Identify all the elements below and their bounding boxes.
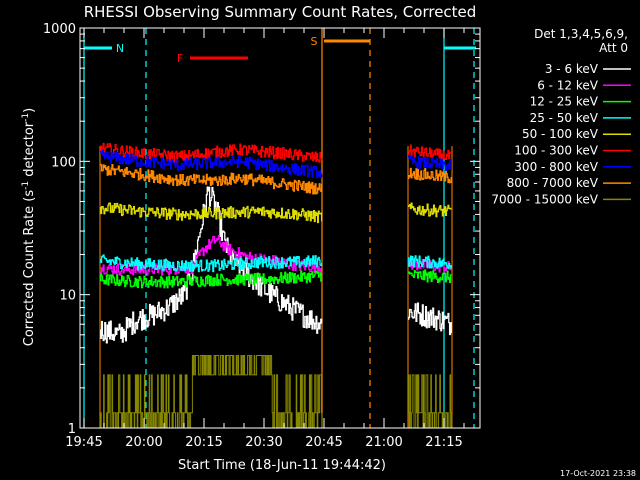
plot-frame — [79, 27, 481, 429]
series-7000-15000-kev-segment-0 — [100, 355, 323, 429]
series-100-300-kev-segment-1 — [408, 144, 452, 163]
flag-n-label: N — [116, 42, 124, 55]
x-tick-label: 20:30 — [245, 435, 282, 450]
flag-s-label: S — [311, 35, 318, 48]
x-tick-label: 21:15 — [425, 435, 462, 450]
legend-label-6-12-kev: 6 - 12 keV — [537, 78, 599, 92]
axes: 1 10 100 1000 19:45 20:00 20:15 20:30 20:45 21:00… — [43, 22, 481, 450]
series-800-7000-kev-segment-0 — [100, 163, 323, 195]
series-800-7000-kev-segment-1 — [408, 167, 452, 184]
x-tick-label: 20:45 — [305, 435, 342, 450]
legend-label-7000-15000-kev: 7000 - 15000 keV — [491, 192, 598, 206]
series-3-6-kev-segment-1 — [408, 302, 452, 336]
y-tick-label: 1 — [68, 422, 76, 437]
y-axis-label: Corrected Count Rate (s-1 detector-1) — [21, 108, 37, 346]
legend-header-attenuator: Att 0 — [599, 41, 628, 55]
series-12-25-kev-segment-1 — [408, 269, 452, 284]
legend: 3 - 6 keV 6 - 12 keV 12 - 25 keV 25 - 50 ke… — [491, 62, 631, 206]
series-50-100-kev-segment-1 — [408, 202, 452, 218]
plot-area: N F S — [83, 28, 476, 429]
legend-label-3-6-kev: 3 - 6 keV — [545, 62, 599, 76]
series-12-25-kev-segment-0 — [100, 270, 323, 289]
flag-f-label: F — [177, 52, 183, 65]
x-tick-label: 20:00 — [125, 435, 162, 450]
legend-label-300-800-kev: 300 - 800 keV — [514, 160, 598, 174]
series-300-800-kev-segment-0 — [100, 149, 323, 179]
series-25-50-kev-segment-0 — [100, 254, 323, 273]
series-25-50-kev-segment-1 — [408, 255, 452, 270]
series-50-100-kev-segment-0 — [100, 202, 323, 224]
x-tick-label: 19:45 — [65, 435, 102, 450]
series-300-800-kev-segment-1 — [408, 155, 452, 172]
series-3-6-kev-segment-0 — [100, 186, 323, 344]
y-tick-label: 100 — [51, 155, 76, 170]
x-tick-label: 21:00 — [365, 435, 402, 450]
legend-label-25-50-kev: 25 - 50 keV — [530, 111, 599, 125]
x-tick-label: 20:15 — [185, 435, 222, 450]
legend-header-detectors: Det 1,3,4,5,6,9, — [534, 27, 628, 41]
legend-label-100-300-kev: 100 - 300 keV — [514, 144, 598, 158]
chart-title: RHESSI Observing Summary Count Rates, Co… — [84, 3, 477, 21]
legend-label-800-7000-kev: 800 - 7000 keV — [507, 176, 599, 190]
generation-timestamp: 17-Oct-2021 23:38 — [560, 469, 636, 478]
legend-label-50-100-kev: 50 - 100 keV — [522, 127, 599, 141]
x-axis-label: Start Time (18-Jun-11 19:44:42) — [178, 458, 386, 473]
legend-label-12-25-kev: 12 - 25 keV — [530, 95, 599, 109]
y-tick-label: 1000 — [43, 22, 76, 37]
y-tick-label: 10 — [59, 289, 76, 304]
